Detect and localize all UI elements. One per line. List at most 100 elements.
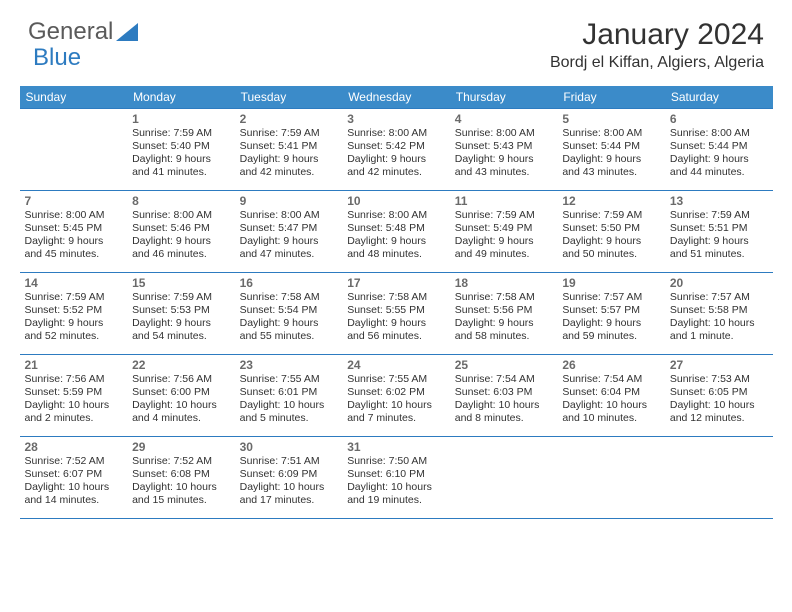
calendar-cell (20, 109, 128, 191)
day-details: Sunrise: 8:00 AMSunset: 5:48 PMDaylight:… (347, 209, 445, 262)
calendar-cell: 28Sunrise: 7:52 AMSunset: 6:07 PMDayligh… (20, 437, 128, 519)
calendar-cell (557, 437, 665, 519)
weekday-header: Saturday (665, 86, 773, 109)
day-details: Sunrise: 7:58 AMSunset: 5:54 PMDaylight:… (240, 291, 338, 344)
day-number: 30 (240, 440, 338, 454)
day-details: Sunrise: 7:56 AMSunset: 5:59 PMDaylight:… (25, 373, 123, 426)
day-number: 12 (562, 194, 660, 208)
logo-text-blue: Blue (33, 44, 81, 72)
day-number: 25 (455, 358, 553, 372)
day-details: Sunrise: 8:00 AMSunset: 5:44 PMDaylight:… (562, 127, 660, 180)
day-details: Sunrise: 8:00 AMSunset: 5:46 PMDaylight:… (132, 209, 230, 262)
day-number: 27 (670, 358, 768, 372)
day-number: 29 (132, 440, 230, 454)
day-details: Sunrise: 7:55 AMSunset: 6:01 PMDaylight:… (240, 373, 338, 426)
day-details: Sunrise: 7:58 AMSunset: 5:55 PMDaylight:… (347, 291, 445, 344)
location: Bordj el Kiffan, Algiers, Algeria (550, 54, 764, 72)
calendar-cell: 25Sunrise: 7:54 AMSunset: 6:03 PMDayligh… (450, 355, 558, 437)
day-details: Sunrise: 7:59 AMSunset: 5:40 PMDaylight:… (132, 127, 230, 180)
day-number: 16 (240, 276, 338, 290)
weekday-header: Wednesday (342, 86, 450, 109)
day-number: 6 (670, 112, 768, 126)
day-details: Sunrise: 8:00 AMSunset: 5:47 PMDaylight:… (240, 209, 338, 262)
day-number: 13 (670, 194, 768, 208)
day-number: 7 (25, 194, 123, 208)
calendar-cell: 7Sunrise: 8:00 AMSunset: 5:45 PMDaylight… (20, 191, 128, 273)
day-details: Sunrise: 7:52 AMSunset: 6:07 PMDaylight:… (25, 455, 123, 508)
day-details: Sunrise: 7:59 AMSunset: 5:52 PMDaylight:… (25, 291, 123, 344)
day-number: 14 (25, 276, 123, 290)
day-details: Sunrise: 8:00 AMSunset: 5:44 PMDaylight:… (670, 127, 768, 180)
day-details: Sunrise: 7:58 AMSunset: 5:56 PMDaylight:… (455, 291, 553, 344)
calendar-cell: 19Sunrise: 7:57 AMSunset: 5:57 PMDayligh… (557, 273, 665, 355)
calendar-row: 28Sunrise: 7:52 AMSunset: 6:07 PMDayligh… (20, 437, 773, 519)
day-details: Sunrise: 7:53 AMSunset: 6:05 PMDaylight:… (670, 373, 768, 426)
day-details: Sunrise: 7:51 AMSunset: 6:09 PMDaylight:… (240, 455, 338, 508)
calendar-cell: 10Sunrise: 8:00 AMSunset: 5:48 PMDayligh… (342, 191, 450, 273)
day-number: 17 (347, 276, 445, 290)
calendar-cell: 29Sunrise: 7:52 AMSunset: 6:08 PMDayligh… (127, 437, 235, 519)
day-number: 19 (562, 276, 660, 290)
calendar-body: 1Sunrise: 7:59 AMSunset: 5:40 PMDaylight… (20, 109, 773, 519)
calendar-cell (665, 437, 773, 519)
calendar-cell: 30Sunrise: 7:51 AMSunset: 6:09 PMDayligh… (235, 437, 343, 519)
day-number: 2 (240, 112, 338, 126)
day-number: 15 (132, 276, 230, 290)
day-details: Sunrise: 7:59 AMSunset: 5:50 PMDaylight:… (562, 209, 660, 262)
calendar-cell: 18Sunrise: 7:58 AMSunset: 5:56 PMDayligh… (450, 273, 558, 355)
day-number: 24 (347, 358, 445, 372)
day-details: Sunrise: 7:55 AMSunset: 6:02 PMDaylight:… (347, 373, 445, 426)
day-details: Sunrise: 7:50 AMSunset: 6:10 PMDaylight:… (347, 455, 445, 508)
calendar-cell: 15Sunrise: 7:59 AMSunset: 5:53 PMDayligh… (127, 273, 235, 355)
calendar-cell (450, 437, 558, 519)
calendar-head: SundayMondayTuesdayWednesdayThursdayFrid… (20, 86, 773, 109)
weekday-header: Sunday (20, 86, 128, 109)
calendar-cell: 12Sunrise: 7:59 AMSunset: 5:50 PMDayligh… (557, 191, 665, 273)
calendar-cell: 22Sunrise: 7:56 AMSunset: 6:00 PMDayligh… (127, 355, 235, 437)
day-details: Sunrise: 7:59 AMSunset: 5:51 PMDaylight:… (670, 209, 768, 262)
day-details: Sunrise: 7:59 AMSunset: 5:49 PMDaylight:… (455, 209, 553, 262)
day-number: 18 (455, 276, 553, 290)
weekday-header: Tuesday (235, 86, 343, 109)
calendar-cell: 13Sunrise: 7:59 AMSunset: 5:51 PMDayligh… (665, 191, 773, 273)
day-number: 26 (562, 358, 660, 372)
calendar-cell: 4Sunrise: 8:00 AMSunset: 5:43 PMDaylight… (450, 109, 558, 191)
day-number: 5 (562, 112, 660, 126)
day-number: 31 (347, 440, 445, 454)
calendar-cell: 5Sunrise: 8:00 AMSunset: 5:44 PMDaylight… (557, 109, 665, 191)
calendar-cell: 20Sunrise: 7:57 AMSunset: 5:58 PMDayligh… (665, 273, 773, 355)
month-title: January 2024 (550, 18, 764, 52)
calendar-row: 1Sunrise: 7:59 AMSunset: 5:40 PMDaylight… (20, 109, 773, 191)
logo-line2: Blue (33, 44, 81, 72)
calendar-cell: 26Sunrise: 7:54 AMSunset: 6:04 PMDayligh… (557, 355, 665, 437)
calendar-cell: 6Sunrise: 8:00 AMSunset: 5:44 PMDaylight… (665, 109, 773, 191)
title-block: January 2024 Bordj el Kiffan, Algiers, A… (550, 18, 764, 72)
day-details: Sunrise: 8:00 AMSunset: 5:43 PMDaylight:… (455, 127, 553, 180)
logo-text-general: General (28, 18, 113, 46)
calendar-cell: 21Sunrise: 7:56 AMSunset: 5:59 PMDayligh… (20, 355, 128, 437)
calendar-cell: 2Sunrise: 7:59 AMSunset: 5:41 PMDaylight… (235, 109, 343, 191)
day-number: 11 (455, 194, 553, 208)
calendar-row: 14Sunrise: 7:59 AMSunset: 5:52 PMDayligh… (20, 273, 773, 355)
day-details: Sunrise: 7:57 AMSunset: 5:57 PMDaylight:… (562, 291, 660, 344)
day-details: Sunrise: 7:52 AMSunset: 6:08 PMDaylight:… (132, 455, 230, 508)
calendar-row: 21Sunrise: 7:56 AMSunset: 5:59 PMDayligh… (20, 355, 773, 437)
day-number: 28 (25, 440, 123, 454)
day-number: 10 (347, 194, 445, 208)
calendar-cell: 14Sunrise: 7:59 AMSunset: 5:52 PMDayligh… (20, 273, 128, 355)
calendar-cell: 24Sunrise: 7:55 AMSunset: 6:02 PMDayligh… (342, 355, 450, 437)
weekday-header: Thursday (450, 86, 558, 109)
day-number: 3 (347, 112, 445, 126)
day-number: 23 (240, 358, 338, 372)
calendar-cell: 16Sunrise: 7:58 AMSunset: 5:54 PMDayligh… (235, 273, 343, 355)
day-details: Sunrise: 7:59 AMSunset: 5:41 PMDaylight:… (240, 127, 338, 180)
weekday-header: Friday (557, 86, 665, 109)
calendar-cell: 27Sunrise: 7:53 AMSunset: 6:05 PMDayligh… (665, 355, 773, 437)
calendar-table: SundayMondayTuesdayWednesdayThursdayFrid… (20, 86, 773, 519)
day-details: Sunrise: 7:56 AMSunset: 6:00 PMDaylight:… (132, 373, 230, 426)
calendar-cell: 17Sunrise: 7:58 AMSunset: 5:55 PMDayligh… (342, 273, 450, 355)
day-number: 21 (25, 358, 123, 372)
logo: General (28, 18, 138, 46)
day-details: Sunrise: 7:59 AMSunset: 5:53 PMDaylight:… (132, 291, 230, 344)
calendar-row: 7Sunrise: 8:00 AMSunset: 5:45 PMDaylight… (20, 191, 773, 273)
